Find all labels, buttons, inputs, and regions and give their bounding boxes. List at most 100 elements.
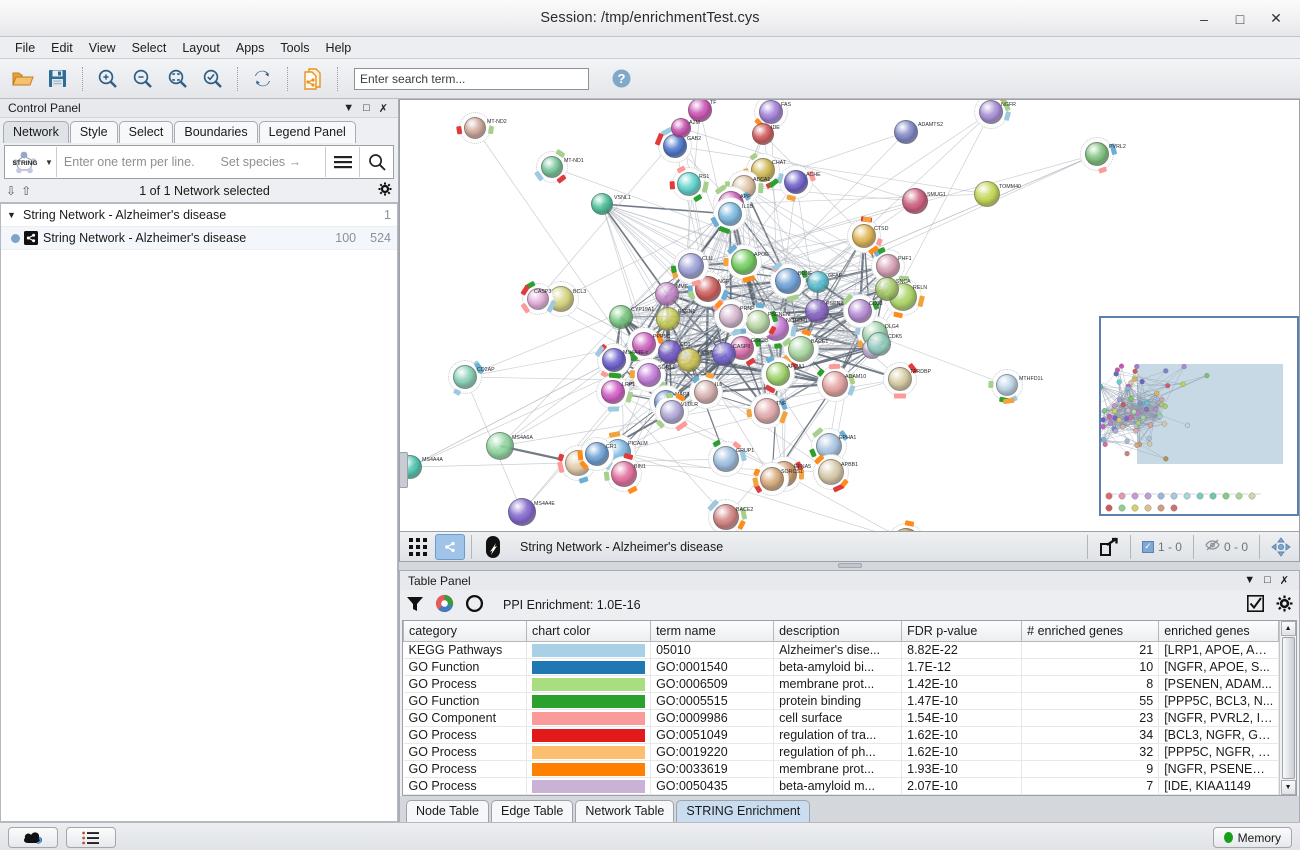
tab-network[interactable]: Network [3, 121, 69, 143]
search-icon[interactable] [360, 153, 393, 171]
tab-network-table[interactable]: Network Table [575, 800, 675, 823]
network-node[interactable] [695, 276, 721, 302]
table-row[interactable]: GO Component GO:0009986 cell surface 1.54E-… [403, 709, 1280, 728]
network-node[interactable] [818, 459, 844, 485]
hamburger-icon[interactable] [326, 155, 359, 169]
network-node[interactable] [663, 134, 687, 158]
collapse-all-icon[interactable]: ⇩ [6, 183, 17, 198]
network-node[interactable] [656, 307, 680, 331]
network-tree-child-row[interactable]: String Network - Alzheimer's disease 100… [1, 227, 397, 250]
tab-select[interactable]: Select [118, 121, 174, 143]
table-row[interactable]: GO Process GO:0033619 membrane prot... 1.93… [403, 760, 1280, 779]
network-node[interactable] [541, 156, 563, 178]
menu-tools[interactable]: Tools [280, 40, 310, 55]
menu-apps[interactable]: Apps [235, 40, 265, 55]
menu-view[interactable]: View [88, 40, 116, 55]
menu-layout[interactable]: Layout [182, 40, 220, 55]
search-input[interactable]: Enter search term... [354, 67, 589, 90]
network-node[interactable] [759, 100, 783, 124]
table-row[interactable]: GO Process GO:0006509 membrane prot... 1.42… [403, 675, 1280, 694]
network-node[interactable] [677, 172, 701, 196]
network-node[interactable] [867, 332, 891, 356]
network-node[interactable] [719, 304, 743, 328]
open-folder-icon[interactable] [6, 63, 39, 95]
network-node[interactable] [713, 504, 739, 530]
network-node[interactable] [601, 380, 625, 404]
table-row[interactable]: GO Function GO:0005515 protein binding 1.47… [403, 692, 1280, 711]
maximize-button[interactable]: □ [1235, 10, 1245, 27]
horizontal-splitter[interactable] [399, 561, 1300, 571]
control-panel-close-icon[interactable]: ✗ [378, 102, 388, 115]
network-node[interactable] [508, 498, 536, 526]
network-node[interactable] [807, 271, 829, 293]
string-dropdown-caret-icon[interactable]: ▼ [45, 157, 53, 167]
network-node[interactable] [784, 170, 808, 194]
menu-select[interactable]: Select [131, 40, 167, 55]
table-row[interactable]: KEGG Pathways 05010 Alzheimer's dise... 8.8… [403, 641, 1280, 660]
expand-all-icon[interactable]: ⇧ [21, 183, 32, 198]
column-header[interactable]: description [773, 621, 903, 643]
network-node[interactable] [591, 193, 613, 215]
network-node[interactable] [805, 299, 829, 323]
column-header[interactable]: enriched genes [1158, 621, 1280, 643]
table-panel-close-icon[interactable]: ✗ [1279, 575, 1289, 588]
network-node[interactable] [694, 380, 718, 404]
control-panel-float-icon[interactable]: □ [363, 101, 370, 114]
network-node[interactable] [660, 400, 684, 424]
scrollbar-thumb[interactable] [1281, 637, 1295, 780]
splitter-grip[interactable] [837, 563, 862, 569]
network-node[interactable] [712, 342, 736, 366]
zoom-fit-icon[interactable] [161, 63, 194, 95]
fit-content-icon[interactable] [1266, 534, 1296, 560]
table-row[interactable]: GO Process GO:0051049 regulation of tra...… [403, 726, 1280, 745]
network-node[interactable] [752, 123, 774, 145]
network-node[interactable] [688, 100, 712, 122]
cloud-icon[interactable] [8, 827, 58, 848]
network-node[interactable] [852, 224, 876, 248]
tab-string-enrichment[interactable]: STRING Enrichment [676, 800, 811, 823]
network-tree-root-row[interactable]: ▼ String Network - Alzheimer's disease 1 [1, 204, 397, 227]
network-node[interactable] [464, 117, 486, 139]
tab-edge-table[interactable]: Edge Table [491, 800, 574, 823]
network-overview-panel[interactable] [1056, 316, 1299, 517]
network-node[interactable] [527, 288, 549, 310]
network-node[interactable] [876, 254, 900, 278]
tab-node-table[interactable]: Node Table [406, 800, 490, 823]
network-node[interactable] [611, 461, 637, 487]
network-node[interactable] [894, 120, 918, 144]
column-header[interactable]: FDR p-value [901, 621, 1023, 643]
network-node[interactable] [677, 348, 701, 372]
network-node[interactable] [453, 365, 477, 389]
tab-legend-panel[interactable]: Legend Panel [258, 121, 356, 143]
table-row[interactable]: GO Process GO:0019220 regulation of ph... 1… [403, 743, 1280, 762]
column-header[interactable]: chart color [526, 621, 652, 643]
network-node[interactable] [979, 100, 1003, 124]
column-header[interactable]: category [403, 621, 528, 643]
tab-boundaries[interactable]: Boundaries [174, 121, 258, 143]
network-node[interactable] [609, 305, 633, 329]
network-node[interactable] [718, 202, 742, 226]
canvas-left-grip-handle[interactable] [399, 452, 408, 488]
network-node[interactable] [996, 374, 1018, 396]
network-node[interactable] [754, 398, 780, 424]
filter-icon[interactable] [406, 595, 424, 616]
gear-icon[interactable] [1276, 595, 1293, 615]
memory-button[interactable]: Memory [1212, 827, 1292, 848]
save-icon[interactable] [41, 63, 74, 95]
network-node[interactable] [486, 432, 514, 460]
share-icon[interactable] [435, 533, 465, 560]
scroll-down-arrow-icon[interactable]: ▼ [1280, 780, 1296, 796]
zoom-out-icon[interactable] [126, 63, 159, 95]
string-term-input[interactable]: Enter one term per line. Set species → [57, 155, 325, 169]
network-node[interactable] [775, 268, 801, 294]
table-row[interactable]: GO Function GO:0001540 beta-amyloid bi... 1… [403, 658, 1280, 677]
network-view[interactable]: MT-ND2 MT-ND1 VSNL1 GAB2 TF FAS ADAMTS2 NGFR PVR… [399, 99, 1300, 533]
zoom-selected-icon[interactable] [196, 63, 229, 95]
network-node[interactable] [637, 363, 661, 387]
network-node[interactable] [766, 362, 790, 386]
network-node[interactable] [902, 188, 928, 214]
close-button[interactable]: ✕ [1270, 10, 1282, 26]
network-node[interactable] [678, 253, 704, 279]
table-row[interactable]: GO Process GO:0050435 beta-amyloid m... 2.0… [403, 777, 1280, 796]
network-node[interactable] [731, 249, 757, 275]
